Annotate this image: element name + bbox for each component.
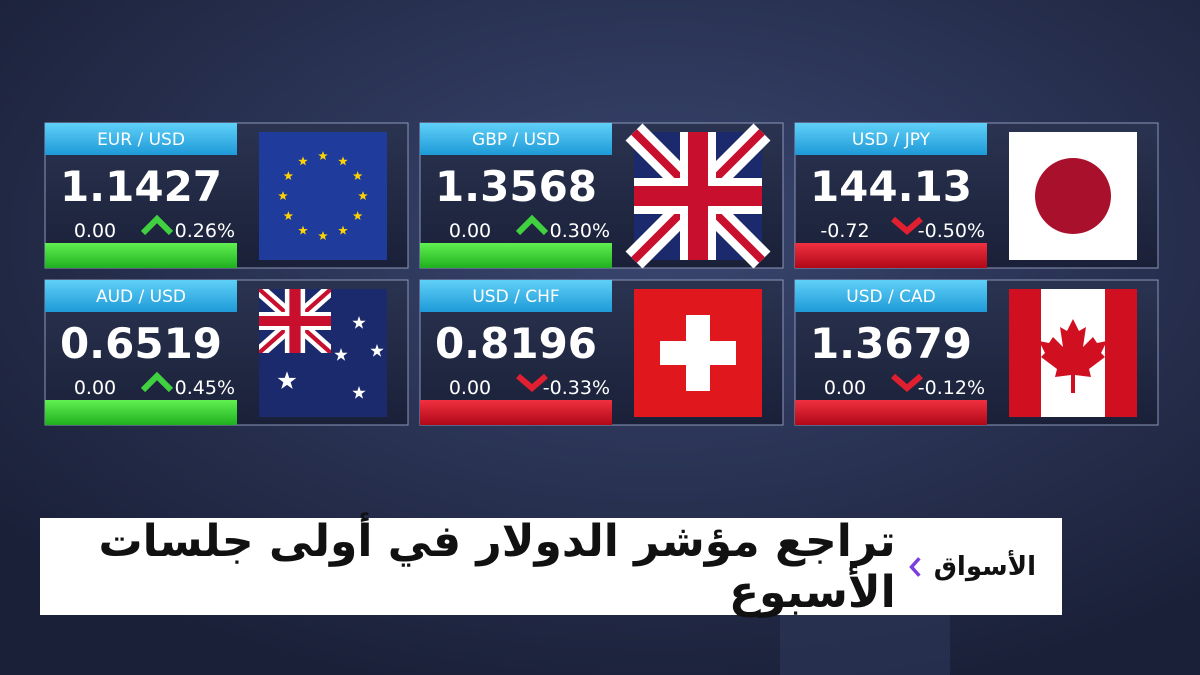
change: 0.00 <box>449 377 491 399</box>
flag <box>1009 132 1137 260</box>
flag <box>259 289 387 417</box>
rate: 0.6519 <box>60 319 222 368</box>
change-percent: 0.45% <box>175 377 235 399</box>
pair-header <box>795 280 987 312</box>
trend-bar <box>45 400 237 425</box>
change-percent: 0.30% <box>550 220 610 242</box>
flag <box>634 132 762 260</box>
pair-label: GBP / USD <box>472 130 560 150</box>
flag <box>259 132 387 260</box>
arrow-up <box>515 214 549 236</box>
rate: 1.3568 <box>435 162 597 211</box>
quote-tile: USD / JPY 144.13 -0.72 -0.50% <box>794 122 1159 269</box>
section-label: الأسواق <box>933 551 1036 582</box>
pair-header <box>420 123 612 155</box>
quote-tile: USD / CHF 0.8196 0.00 -0.33% <box>419 279 784 426</box>
pair-label: USD / CAD <box>846 287 935 307</box>
arrow-down <box>516 373 548 392</box>
quote-tile: USD / CAD 1.3679 0.00 -0.12% <box>794 279 1159 426</box>
arrow-down <box>891 373 923 392</box>
change: 0.00 <box>74 220 116 242</box>
chevron <box>908 556 921 577</box>
pair-label: USD / CHF <box>472 287 559 307</box>
trend-bar <box>420 400 612 425</box>
rate: 0.8196 <box>435 319 597 368</box>
change: -0.72 <box>820 220 869 242</box>
quote-tile: AUD / USD 0.6519 0.00 0.45% <box>44 279 409 426</box>
pair-header <box>795 123 987 155</box>
trend-bar <box>420 243 612 268</box>
pair-label: EUR / USD <box>97 130 185 150</box>
rate: 144.13 <box>810 162 972 211</box>
change-percent: -0.12% <box>918 377 985 399</box>
flag <box>1009 289 1137 417</box>
pair-label: AUD / USD <box>96 287 186 307</box>
arrow-down <box>891 216 923 235</box>
arrow-up <box>140 214 174 236</box>
flag <box>634 289 762 417</box>
rate: 1.1427 <box>60 162 222 211</box>
change-percent: -0.50% <box>918 220 985 242</box>
change-percent: 0.26% <box>175 220 235 242</box>
quote-tile: EUR / USD 1.1427 0.00 0.26% <box>44 122 409 269</box>
trend-bar <box>795 400 987 425</box>
quote-tile: GBP / USD 1.3568 0.00 0.30% <box>419 123 784 268</box>
banner: الأسواق تراجع مؤشر الدولار في أولى جلسات… <box>40 515 1062 618</box>
pair-header <box>420 280 612 312</box>
pair-header <box>45 280 237 312</box>
arrow-up <box>140 371 174 393</box>
trend-bar <box>795 243 987 268</box>
change: 0.00 <box>824 377 866 399</box>
pair-label: USD / JPY <box>852 130 931 150</box>
headline: تراجع مؤشر الدولار في أولى جلسات الأسبوع <box>98 515 896 618</box>
change: 0.00 <box>449 220 491 242</box>
pair-header <box>45 123 237 155</box>
change: 0.00 <box>74 377 116 399</box>
change-percent: -0.33% <box>543 377 610 399</box>
rate: 1.3679 <box>810 319 972 368</box>
trend-bar <box>45 243 237 268</box>
